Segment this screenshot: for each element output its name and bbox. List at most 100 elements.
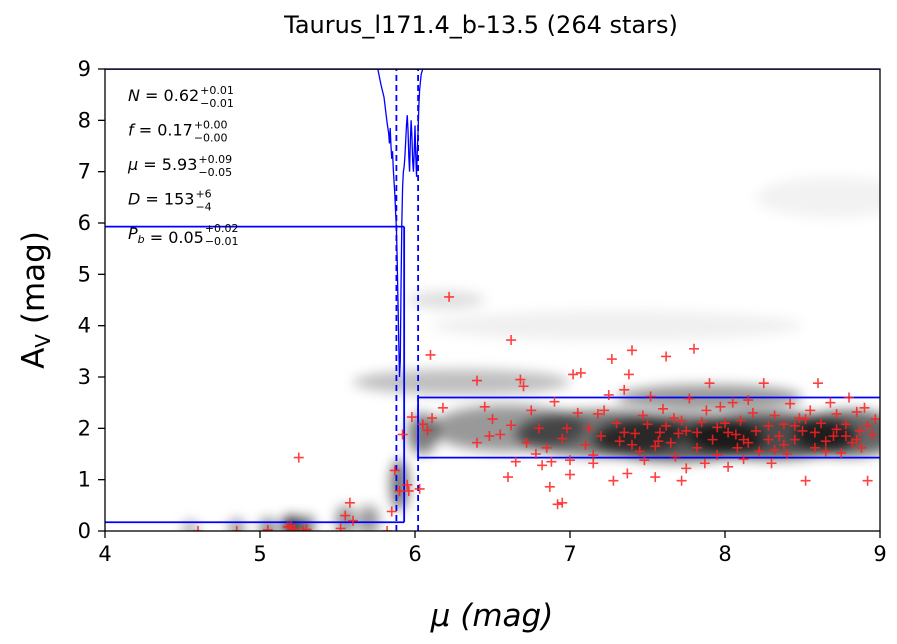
star-marker [599,405,610,416]
star-marker [661,420,672,431]
star-marker [704,378,715,389]
star-marker [479,401,490,412]
star-marker [414,483,425,494]
star-marker [681,425,692,436]
star-marker [541,442,552,453]
y-axis-label-sub: V [31,334,55,348]
star-marker [856,442,867,453]
star-marker [769,410,780,421]
fit-annotation: μ = 5.93 [127,155,197,174]
star-marker [293,452,304,463]
star-marker [730,429,741,440]
star-marker [650,472,661,483]
star-marker [720,418,730,429]
star-marker [809,427,820,438]
density-blob [430,310,803,342]
star-marker [406,412,417,423]
star-marker [603,389,614,400]
star-marker [344,497,355,508]
star-marker [769,444,780,455]
fit-annotation: f = 0.17 [128,121,193,140]
star-marker [696,417,707,428]
star-marker [712,450,723,461]
star-marker [583,423,594,434]
star-marker [778,439,789,450]
y-axis-label-unit: (mag) [16,231,52,334]
star-marker [665,437,676,448]
annotation-upper-error: +0.02 [205,222,239,235]
star-marker [789,434,800,445]
star-marker [437,402,448,413]
star-marker [262,524,273,531]
star-marker [537,460,548,471]
star-marker [766,458,777,469]
star-marker [851,434,862,445]
star-marker [800,475,811,486]
star-marker [831,424,842,435]
star-marker [763,420,774,431]
star-marker [859,402,870,413]
fit-annotations: N = 0.62 +0.01−0.01f = 0.17 +0.00−0.00μ = … [127,84,239,248]
star-marker [732,442,743,453]
star-marker [403,485,414,496]
y-tick-label: 7 [78,160,91,184]
x-tick-label: 4 [98,542,111,566]
star-marker [417,419,428,430]
star-marker [805,405,816,416]
star-marker [735,415,746,426]
star-marker [782,449,792,459]
star-marker [546,456,557,467]
star-marker [800,414,811,425]
star-marker [816,418,827,429]
star-marker [840,419,851,430]
star-marker [851,406,862,417]
star-marker [557,433,568,444]
star-marker [828,431,839,442]
star-marker [301,524,312,531]
star-marker [654,427,665,438]
star-marker [592,408,603,419]
y-tick-label: 9 [78,57,91,81]
star-marker [425,349,436,360]
star-marker [676,475,687,486]
y-tick-label: 6 [78,211,91,235]
star-marker [193,526,203,531]
annotation-lower-error: −0.05 [198,166,232,179]
star-marker [699,458,710,469]
star-marker [622,468,633,479]
fit-annotation: D = 153 [128,190,194,209]
star-marker [572,407,583,418]
x-axis-label: μ (mag) [430,598,554,634]
star-marker [747,407,758,418]
annotation-lower-error: −0.00 [194,132,228,145]
star-marker [813,378,823,389]
star-marker [530,449,541,459]
star-marker [778,419,789,430]
y-tick-label: 4 [78,314,91,338]
star-marker [689,343,699,354]
stars-layer [193,291,880,531]
star-marker [422,425,433,436]
star-marker [785,398,796,409]
star-marker [394,485,405,496]
plot-frame [104,68,881,532]
star-marker [637,410,648,421]
y-tick-label: 8 [78,108,91,132]
star-marker [565,455,575,466]
star-marker [503,472,513,483]
star-marker [684,393,695,404]
star-marker [723,461,734,472]
star-marker [340,510,351,521]
star-marker [650,441,661,452]
star-marker [701,405,712,416]
star-marker [758,378,769,389]
star-marker [670,451,681,462]
star-marker [645,391,656,402]
star-marker [335,523,346,531]
star-marker [611,418,622,429]
star-marker [653,436,664,447]
star-marker [557,497,568,508]
star-marker [382,526,393,531]
x-tick-label: 5 [253,542,266,566]
star-marker [627,345,637,356]
